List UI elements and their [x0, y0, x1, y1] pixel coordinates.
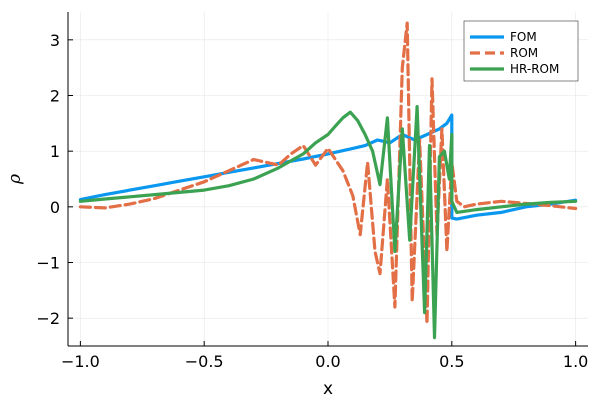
legend-entry: ROM: [510, 46, 538, 60]
tick-labels: −1.0 −0.5 0.0 0.5 1.0 −2 −1 0 1 2 3: [36, 31, 588, 371]
y-tick-label: 2: [50, 87, 60, 106]
x-tick-label: 1.0: [563, 352, 588, 371]
y-tick-label: −2: [36, 309, 60, 328]
x-tick-label: 0.0: [315, 352, 340, 371]
y-tick-label: 0: [50, 198, 60, 217]
y-tick-label: 1: [50, 142, 60, 161]
y-tick-label: 3: [50, 31, 60, 50]
x-tick-label: −0.5: [185, 352, 224, 371]
legend: FOM ROM HR-ROM: [463, 20, 579, 82]
legend-entry: FOM: [510, 30, 537, 44]
x-tick-label: 0.5: [439, 352, 464, 371]
series-line-hr-rom: [78, 104, 578, 340]
legend-box: [463, 20, 579, 82]
axes: [67, 12, 588, 347]
x-axis-label: x: [323, 379, 333, 399]
legend-entry: HR-ROM: [510, 62, 559, 76]
x-tick-label: −1.0: [61, 352, 100, 371]
y-tick-label: −1: [36, 254, 60, 273]
y-axis-label: ρ: [5, 174, 25, 185]
series-line-fom: [78, 113, 578, 221]
series-layer: [78, 21, 578, 340]
